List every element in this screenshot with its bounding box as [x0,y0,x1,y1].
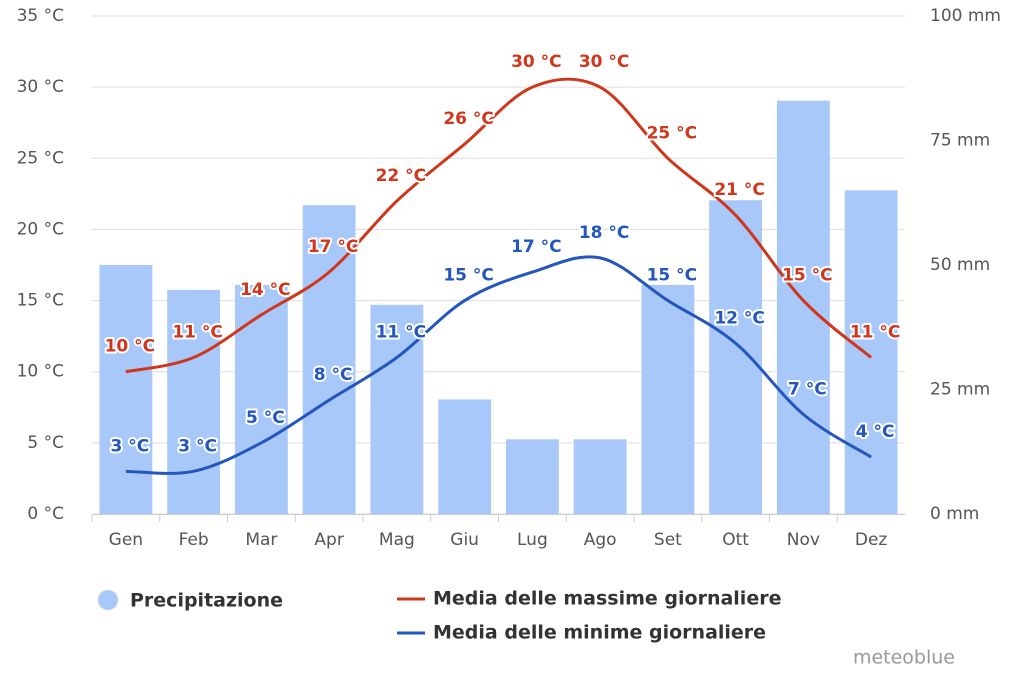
x-tick-label: Set [654,530,682,550]
data-label: 17 °C [511,237,562,257]
data-label: 3 °C [111,436,150,456]
x-tick-label: Dez [855,530,888,550]
x-tick-label: Gen [109,530,143,550]
bar [438,399,492,514]
y-tick-label: 10 °C [17,362,64,382]
y-tick-label: 15 °C [17,291,64,311]
lines [125,77,873,475]
legend-symbol [98,590,118,610]
data-label: 17 °C [308,237,359,257]
legend-label: Precipitazione [130,590,283,612]
credit: meteoblue [853,647,955,669]
data-label: 4 °C [856,422,895,442]
x-tick-label: Nov [787,530,820,550]
bar [505,439,559,514]
y2-tick-label: 25 mm [930,380,990,400]
data-label: 30 °C [579,52,630,72]
legend-label: Media delle minime giornaliere [433,622,766,644]
bar [99,265,153,514]
y-tick-label: 5 °C [27,433,64,453]
y-tick-label: 30 °C [17,77,64,97]
labels: 10 °C 11 °C 14 °C 17 °C 22 °C 26 °C 30 °C 30 °C… [103,50,903,458]
data-label: 18 °C [579,223,630,243]
data-label: 26 °C [443,109,494,129]
data-label: 12 °C [714,308,765,328]
data-label: 3 °C [178,436,217,456]
data-label: 21 °C [714,180,765,200]
grid [91,15,905,522]
x-tick-label: Mar [245,530,277,550]
x-tick-label: Feb [179,530,209,550]
line [125,255,872,475]
x-tick-label: Lug [517,530,548,550]
bar [776,100,830,514]
data-label: 14 °C [240,280,291,300]
bar [709,200,763,514]
line [125,77,873,374]
data-label: 5 °C [246,408,285,428]
x-tick-label: Mag [379,530,415,550]
bar [167,289,221,514]
x-tick-label: Apr [314,530,343,550]
data-label: 8 °C [314,365,353,385]
x-tick-label: Ago [584,530,617,550]
data-label: 10 °C [105,337,156,357]
data-label: 7 °C [788,379,827,399]
x-tick-label: Ott [722,530,749,550]
bar [641,284,695,514]
data-label: 15 °C [782,266,833,286]
data-label: 15 °C [443,266,494,286]
data-label: 11 °C [376,322,427,342]
bar [844,190,898,515]
bar [370,304,424,514]
y-tick-label: 0 °C [27,504,64,524]
legend-label: Media delle massime giornaliere [433,588,781,610]
data-label: 30 °C [511,52,562,72]
y-tick-label: 35 °C [17,6,64,26]
y-tick-label: 25 °C [17,148,64,168]
x-tick-label: Giu [450,530,479,550]
bars [99,100,898,515]
data-label: 22 °C [376,166,427,186]
data-label: 15 °C [647,266,698,286]
data-label: 11 °C [172,322,223,342]
bar [573,439,627,514]
data-label: 11 °C [850,322,901,342]
y2-tick-label: 50 mm [930,255,990,275]
y2-tick-label: 75 mm [930,131,990,151]
y-tick-label: 20 °C [17,219,64,239]
data-label: 25 °C [647,123,698,143]
y2-tick-label: 100 mm [930,6,1001,26]
y2-tick-label: 0 mm [930,504,979,524]
bar [234,284,288,514]
